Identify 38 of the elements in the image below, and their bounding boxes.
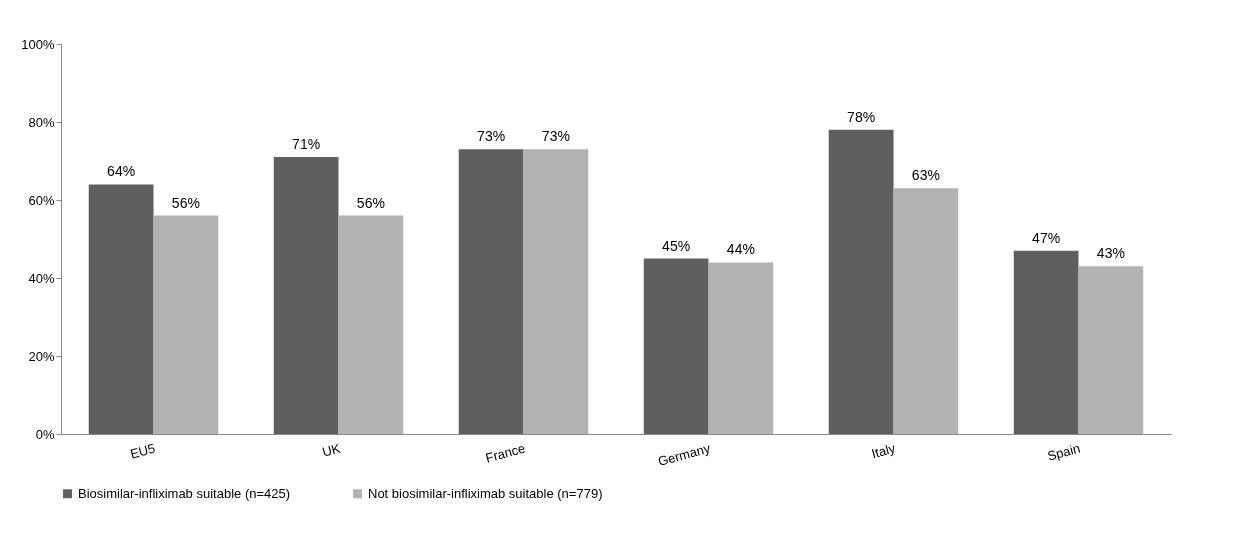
bar <box>643 258 709 434</box>
x-tick-label: Italy <box>869 440 898 462</box>
data-label: 71% <box>292 136 321 153</box>
bar <box>828 129 894 434</box>
x-tick-label: Germany <box>656 440 713 469</box>
bar <box>523 149 589 434</box>
bar <box>153 215 219 434</box>
bar <box>1013 250 1079 434</box>
data-label: 44% <box>726 241 755 258</box>
data-label: 78% <box>847 108 876 125</box>
bar <box>708 262 774 434</box>
x-tick-label: Spain <box>1045 440 1082 464</box>
bar <box>893 188 959 434</box>
bar <box>1078 266 1144 434</box>
data-label: 73% <box>541 128 570 145</box>
y-tick-label: 40% <box>28 270 55 286</box>
bar <box>458 149 524 434</box>
data-label: 56% <box>171 194 200 211</box>
x-tick-label: UK <box>320 440 343 460</box>
bar <box>88 184 154 434</box>
data-label: 45% <box>662 237 691 254</box>
x-tick-label: France <box>483 440 527 466</box>
data-label: 43% <box>1096 245 1125 262</box>
data-label: 73% <box>477 128 506 145</box>
y-tick-label: 100% <box>21 36 55 52</box>
y-tick-label: 60% <box>28 192 55 208</box>
data-label: 63% <box>911 167 940 184</box>
y-tick-label: 0% <box>35 426 55 442</box>
data-label: 47% <box>1032 229 1061 246</box>
bar <box>273 157 339 434</box>
data-label: 56% <box>356 194 385 211</box>
legend-label: Not biosimilar-infliximab suitable (n=779) <box>368 485 603 501</box>
x-tick-label: EU5 <box>128 440 157 462</box>
y-tick-label: 80% <box>28 114 55 130</box>
y-tick-label: 20% <box>28 348 55 364</box>
data-label: 64% <box>107 163 136 180</box>
legend-label: Biosimilar-infliximab suitable (n=425) <box>78 485 291 501</box>
bar <box>338 215 404 434</box>
